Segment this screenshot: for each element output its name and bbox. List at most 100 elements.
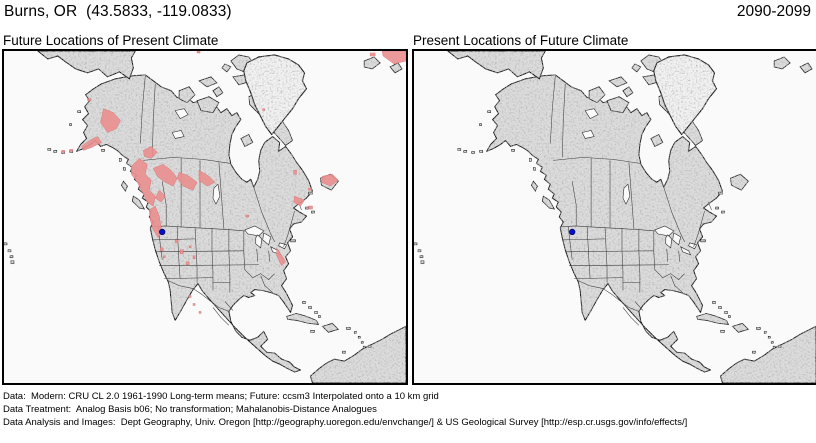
page-title: Burns, OR (43.5833, -119.0833) [4, 3, 232, 20]
islet [360, 340, 364, 344]
islet [720, 330, 725, 333]
island [131, 195, 146, 210]
islet [755, 327, 761, 330]
political-borders [140, 75, 302, 326]
analog-speck [159, 247, 164, 252]
island [363, 56, 381, 70]
islet [700, 239, 706, 243]
future-locations-map [2, 49, 408, 385]
north-america-map-svg [414, 51, 816, 383]
lakes [581, 108, 698, 256]
island [178, 86, 196, 104]
islet [724, 311, 728, 314]
islet [420, 260, 425, 265]
analog-speck [188, 245, 192, 249]
islet [345, 327, 351, 330]
lake [581, 130, 595, 139]
lake [255, 234, 263, 249]
islet [53, 150, 58, 153]
analog-speck [192, 303, 196, 306]
island [212, 86, 224, 98]
islet [4, 242, 8, 246]
analog-region [293, 195, 305, 207]
islet [362, 345, 366, 349]
islet [414, 242, 418, 246]
islet [463, 150, 468, 153]
islet [533, 167, 536, 171]
analog-speck [369, 52, 376, 57]
analog-region [131, 158, 156, 207]
location-marker [159, 228, 166, 236]
lake [654, 225, 675, 237]
islet [311, 210, 315, 214]
islet [770, 340, 774, 344]
siberia [37, 51, 136, 80]
greenland-icecap [653, 54, 718, 136]
islet [471, 151, 475, 154]
island [773, 56, 791, 70]
analog-speck [245, 214, 250, 218]
lake [584, 108, 599, 119]
islet [529, 158, 532, 162]
analog-speck [185, 261, 190, 265]
island [221, 63, 232, 73]
islet [302, 301, 306, 304]
islet [308, 306, 312, 309]
lake [665, 234, 673, 249]
footer-line-treatment: Data Treatment: Analog Basis b06; No tra… [3, 404, 377, 415]
islet [712, 301, 716, 304]
analog-speck [188, 295, 192, 298]
analog-speck [61, 150, 65, 153]
islet [69, 123, 72, 126]
analog-region [152, 164, 178, 187]
map-panels: Future Locations of Present Climate Pres… [2, 33, 816, 385]
island [731, 322, 750, 333]
analog-speck [308, 187, 312, 191]
present-locations-map [412, 49, 816, 385]
island [729, 173, 749, 191]
island [240, 133, 254, 147]
islet [777, 344, 782, 348]
island [286, 313, 320, 325]
islet [718, 191, 723, 195]
island [321, 322, 340, 333]
lake [262, 232, 272, 246]
islet [721, 210, 725, 214]
lake [212, 183, 221, 205]
islet [728, 315, 731, 318]
analog-region [381, 51, 406, 65]
island [541, 195, 556, 210]
footer-line-analysis: Data Analysis and Images: Dept Geography… [3, 417, 688, 428]
islet [487, 110, 491, 113]
islet [77, 110, 81, 113]
islet [763, 331, 767, 334]
location-marker [569, 228, 576, 236]
island [696, 313, 730, 325]
south-america [309, 325, 406, 383]
island [622, 86, 634, 98]
island [588, 86, 606, 104]
island [198, 76, 218, 88]
islet [353, 331, 357, 334]
lake [680, 246, 692, 256]
island [606, 96, 630, 114]
island [530, 180, 538, 193]
islet [290, 239, 296, 243]
lake [174, 108, 189, 119]
islet [718, 306, 722, 309]
analog-region [81, 136, 102, 151]
analog-speck [293, 170, 297, 175]
analog-speck [69, 149, 73, 152]
islet [9, 255, 14, 259]
south-america [719, 325, 816, 383]
islet [305, 206, 309, 210]
islet [123, 167, 126, 171]
landmasses [414, 51, 816, 383]
islet [715, 206, 719, 210]
analog-region [321, 173, 339, 187]
islet [479, 150, 483, 153]
greenland-icecap [243, 54, 308, 136]
islet [314, 311, 318, 314]
islet [318, 315, 321, 318]
